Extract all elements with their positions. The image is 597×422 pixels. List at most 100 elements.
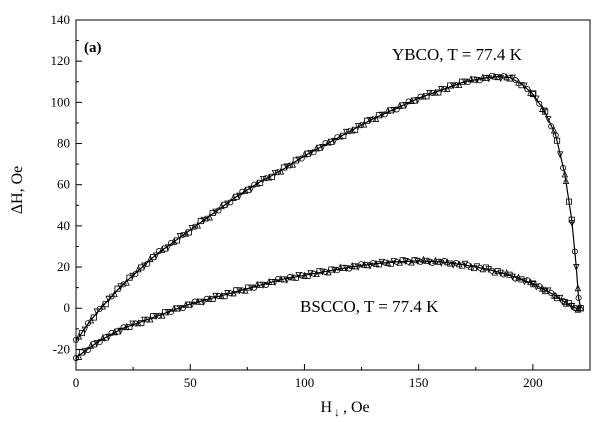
data-point <box>90 314 97 321</box>
data-point <box>552 291 559 299</box>
data-point <box>548 123 555 130</box>
data-point <box>263 281 270 288</box>
data-point <box>500 271 507 278</box>
data-point <box>162 309 169 316</box>
data-point <box>307 270 314 278</box>
data-point <box>340 132 347 139</box>
x-tick-label: 50 <box>184 375 197 390</box>
data-point <box>164 309 172 317</box>
data-point <box>346 128 353 135</box>
data-point <box>182 229 190 237</box>
data-point <box>461 78 469 86</box>
y-tick-label: 60 <box>57 177 70 192</box>
data-point <box>518 82 525 89</box>
data-point <box>298 272 305 279</box>
data-point <box>491 268 498 276</box>
data-point <box>384 106 392 114</box>
data-point <box>494 74 501 81</box>
data-point <box>78 330 85 337</box>
data-point <box>506 271 513 278</box>
data-point <box>556 294 564 302</box>
data-point <box>488 72 495 79</box>
x-axis-title-rest: , Oe <box>343 399 370 416</box>
data-point <box>461 260 469 268</box>
data-point <box>506 75 513 82</box>
data-point <box>90 341 97 348</box>
data-point <box>170 237 178 245</box>
data-point <box>147 255 154 262</box>
data-point <box>224 290 231 298</box>
data-point <box>191 223 198 230</box>
data-point <box>411 257 418 264</box>
data-point <box>114 328 121 335</box>
data-point <box>152 312 160 320</box>
data-point <box>568 216 575 223</box>
data-point <box>224 200 231 208</box>
x-axis-title-main: H <box>320 399 332 416</box>
data-point <box>473 76 481 84</box>
data-point <box>369 116 376 123</box>
data-point <box>233 193 240 200</box>
panel-label: (a) <box>84 40 102 56</box>
y-tick-label: 0 <box>64 300 71 315</box>
x-tick-label: 200 <box>523 375 543 390</box>
data-point <box>568 303 575 311</box>
data-point <box>132 271 139 278</box>
data-point <box>144 260 151 267</box>
data-point <box>554 137 561 144</box>
data-point <box>375 112 382 119</box>
data-point <box>529 91 536 98</box>
data-point <box>577 305 584 312</box>
data-point <box>479 265 487 273</box>
data-point <box>102 301 109 308</box>
y-tick-label: -20 <box>53 341 70 356</box>
data-point <box>158 245 166 253</box>
data-point <box>236 287 243 295</box>
data-point <box>164 244 172 252</box>
data-point <box>212 292 219 300</box>
data-point <box>188 301 196 309</box>
data-point <box>135 265 142 273</box>
data-point <box>521 82 528 90</box>
data-point <box>542 288 549 295</box>
data-point <box>411 97 418 104</box>
data-point <box>423 93 430 100</box>
data-point <box>147 315 154 323</box>
data-point <box>286 274 293 281</box>
data-point <box>257 179 264 186</box>
data-point <box>253 179 261 187</box>
data-point <box>173 305 180 312</box>
data-point <box>348 126 356 134</box>
data-point <box>322 140 329 147</box>
data-point <box>263 175 270 182</box>
data-point <box>251 181 258 188</box>
data-point <box>343 128 350 136</box>
plot-border <box>75 19 591 371</box>
data-point <box>173 237 180 244</box>
data-point <box>328 138 335 145</box>
y-tick-label: 140 <box>51 12 71 27</box>
data-point <box>405 98 412 105</box>
data-point <box>168 239 175 246</box>
data-point <box>352 126 359 133</box>
data-point <box>203 215 210 222</box>
data-point <box>402 102 409 109</box>
data-point <box>381 111 388 118</box>
data-point <box>81 348 89 356</box>
data-point <box>319 268 326 276</box>
y-tick-label: 40 <box>57 218 70 233</box>
data-point <box>417 258 424 265</box>
data-point <box>378 111 386 119</box>
data-point <box>521 278 528 286</box>
data-point <box>215 207 222 214</box>
data-point <box>512 275 519 282</box>
data-point <box>292 157 299 164</box>
data-point <box>571 248 578 255</box>
data-point <box>304 150 311 157</box>
data-point <box>138 320 145 327</box>
data-point <box>408 258 415 266</box>
data-point <box>399 257 406 264</box>
data-point <box>494 268 501 275</box>
data-point <box>102 334 109 341</box>
